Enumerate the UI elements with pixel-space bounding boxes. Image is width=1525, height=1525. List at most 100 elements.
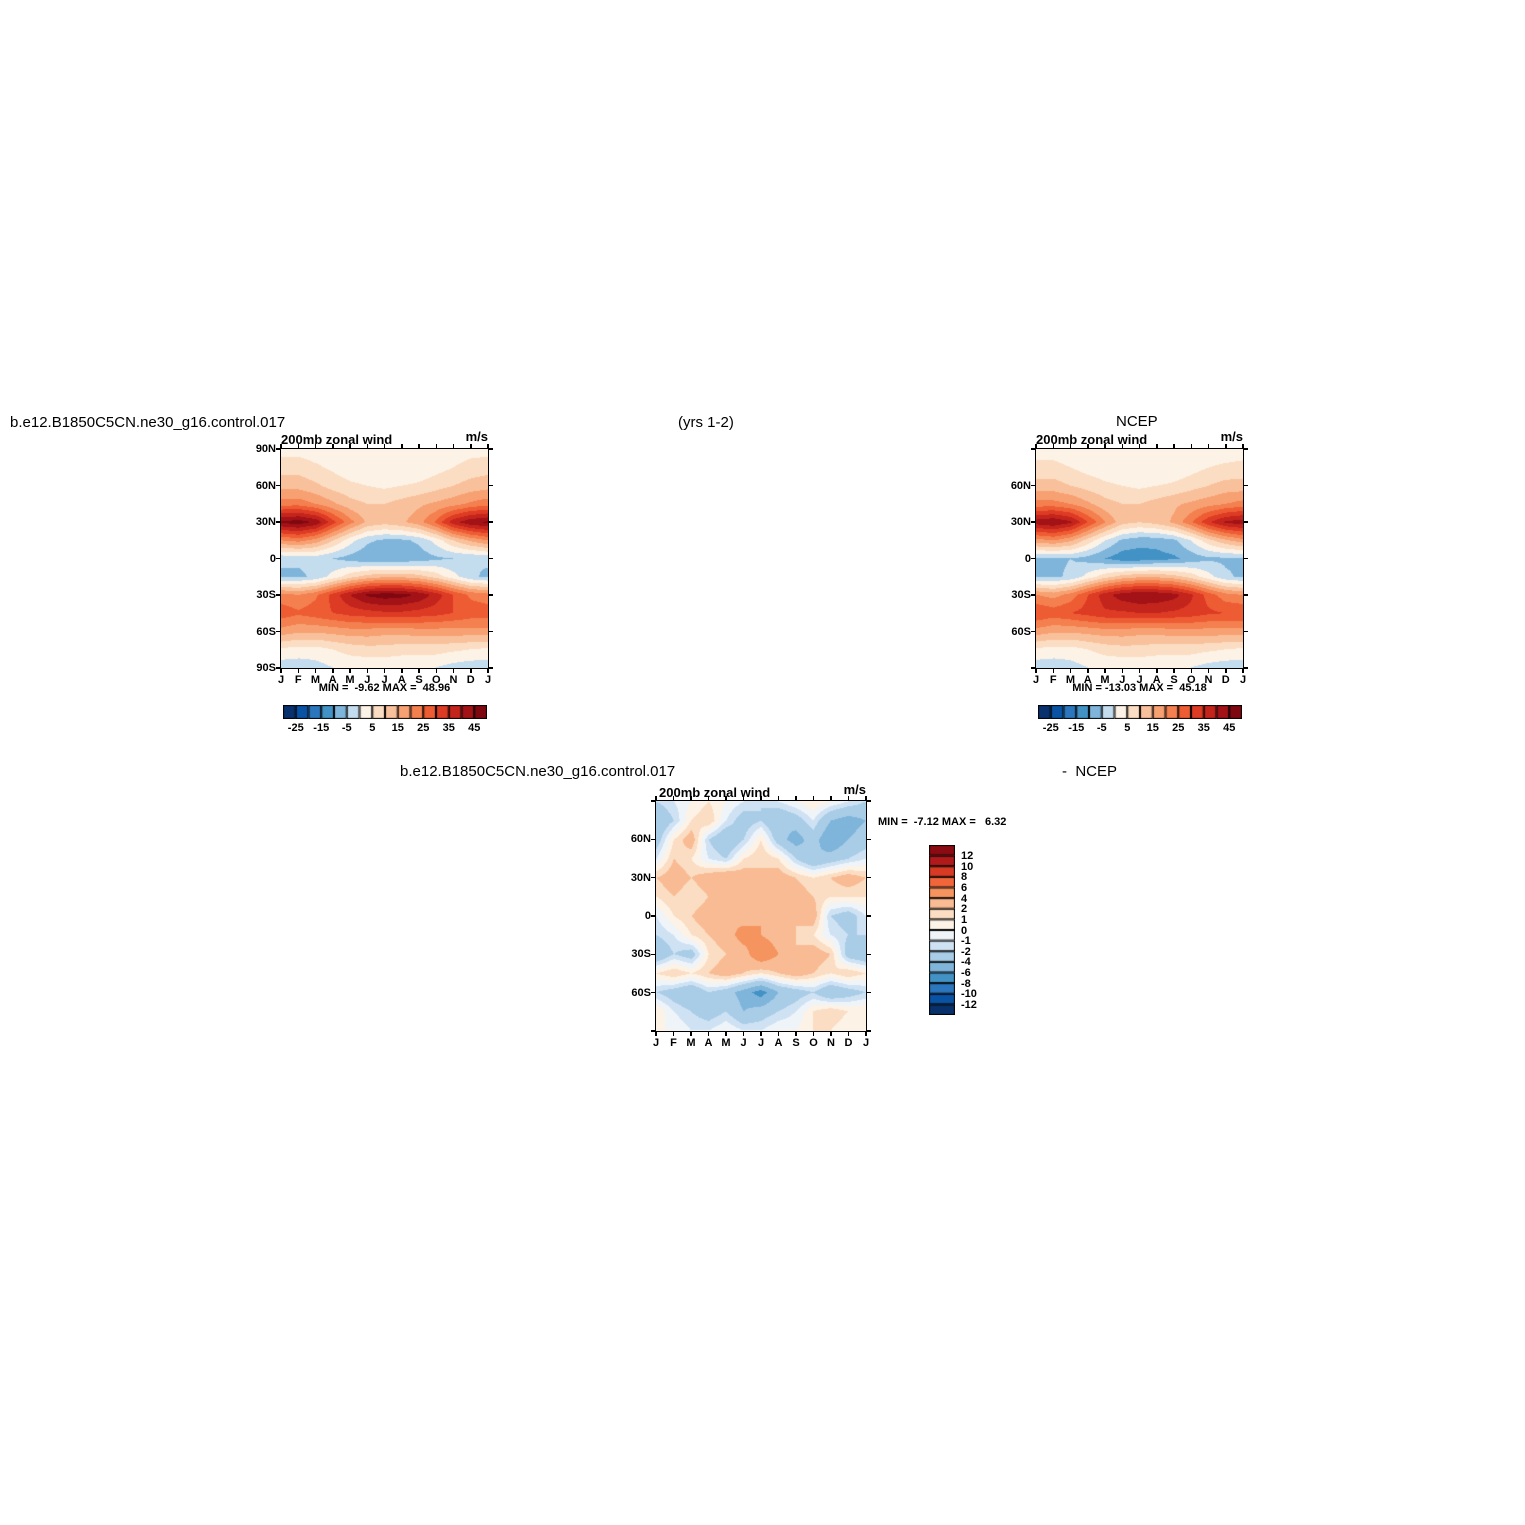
diff-colorbar-tick-label: 6 bbox=[961, 882, 968, 894]
axis-tick bbox=[1031, 557, 1036, 560]
diff-units-label: m/s bbox=[843, 782, 866, 797]
axis-tick bbox=[1031, 484, 1036, 487]
colorbar-tick-label: -25 bbox=[287, 722, 304, 734]
month-label: F bbox=[670, 1037, 677, 1049]
axis-tick bbox=[314, 668, 317, 673]
colorbar-tick-label: 5 bbox=[369, 722, 376, 734]
axis-tick bbox=[470, 668, 472, 673]
axis-tick bbox=[1052, 444, 1054, 449]
diff-colorbar-tick-label: 10 bbox=[961, 860, 974, 873]
axis-tick bbox=[707, 1031, 710, 1036]
axis-tick bbox=[276, 448, 281, 450]
month-label: J bbox=[1136, 674, 1143, 686]
axis-tick bbox=[1243, 521, 1248, 523]
case-units-label: m/s bbox=[465, 429, 488, 444]
axis-tick bbox=[1031, 667, 1036, 669]
axis-tick bbox=[866, 953, 871, 956]
axis-tick bbox=[1173, 668, 1175, 673]
month-label: J bbox=[1032, 674, 1040, 686]
month-label: O bbox=[431, 674, 441, 686]
obs-dataset-title: NCEP bbox=[1116, 413, 1158, 430]
diff-colorbar-tick-label: -4 bbox=[961, 956, 971, 969]
axis-tick bbox=[1121, 444, 1123, 449]
axis-tick bbox=[435, 444, 437, 449]
month-label: A bbox=[774, 1037, 783, 1049]
lat-label: 60N bbox=[1010, 479, 1031, 492]
colorbar-tick-label: 5 bbox=[1124, 722, 1131, 734]
lat-label: 30S bbox=[1011, 589, 1031, 601]
axis-tick bbox=[488, 630, 493, 633]
diff-colorbar-tick-label: -6 bbox=[961, 967, 971, 979]
month-label: D bbox=[466, 674, 475, 686]
month-label: A bbox=[704, 1037, 713, 1049]
axis-tick bbox=[488, 667, 493, 669]
axis-tick bbox=[488, 484, 493, 487]
diff-colorbar-tick-label: 0 bbox=[961, 924, 968, 937]
axis-tick bbox=[866, 876, 871, 879]
colorbar-tick-label: -25 bbox=[1042, 722, 1059, 734]
diff-colorbar-tick-label: -1 bbox=[961, 935, 971, 948]
colorbar-tick-label: -5 bbox=[1096, 722, 1107, 734]
axis-tick bbox=[866, 800, 871, 802]
axis-tick bbox=[1207, 444, 1210, 449]
axis-tick bbox=[651, 800, 656, 802]
years-label: (yrs 1-2) bbox=[678, 414, 734, 431]
axis-tick bbox=[1243, 667, 1248, 669]
axis-tick bbox=[1225, 444, 1227, 449]
axis-tick bbox=[1052, 668, 1054, 673]
axis-tick bbox=[866, 915, 871, 917]
diff-heatmap bbox=[656, 801, 866, 1031]
month-label: J bbox=[1119, 674, 1126, 686]
month-label: M bbox=[1100, 674, 1110, 686]
axis-tick bbox=[297, 444, 299, 449]
diff-colorbar-tick-label: -8 bbox=[961, 977, 971, 990]
axis-tick bbox=[1156, 668, 1158, 673]
axis-tick bbox=[1173, 444, 1175, 449]
axis-tick bbox=[280, 444, 282, 449]
axis-tick bbox=[276, 630, 281, 633]
axis-tick bbox=[866, 838, 871, 841]
axis-tick bbox=[487, 444, 489, 449]
obs-plot-title: 200mb zonal wind bbox=[1036, 432, 1148, 447]
axis-tick bbox=[418, 444, 420, 449]
axis-tick bbox=[487, 668, 489, 673]
axis-tick bbox=[383, 668, 386, 673]
colorbar-tick-label: -5 bbox=[341, 722, 352, 734]
diff-case-title: b.e12.B1850C5CN.ne30_g16.control.017 bbox=[400, 763, 676, 780]
axis-tick bbox=[314, 444, 317, 449]
lat-label: 0 bbox=[269, 552, 276, 565]
lat-label: 0 bbox=[644, 910, 651, 922]
axis-tick bbox=[1243, 557, 1248, 560]
colorbar-tick-label: 15 bbox=[391, 722, 404, 734]
axis-tick bbox=[349, 668, 351, 673]
month-label: J bbox=[381, 674, 388, 686]
lat-label: 30S bbox=[256, 589, 276, 601]
axis-tick bbox=[795, 796, 797, 801]
case-heatmap bbox=[281, 449, 488, 668]
axis-tick bbox=[760, 796, 762, 801]
axis-tick bbox=[1190, 668, 1192, 673]
month-label: J bbox=[652, 1037, 660, 1049]
axis-tick bbox=[690, 1031, 692, 1036]
axis-tick bbox=[1087, 668, 1089, 673]
axis-tick bbox=[760, 1031, 762, 1036]
month-label: O bbox=[1186, 674, 1196, 686]
month-label: O bbox=[809, 1037, 818, 1049]
month-label: M bbox=[1065, 674, 1076, 686]
axis-tick bbox=[488, 521, 493, 523]
axis-tick bbox=[1087, 444, 1089, 449]
axis-tick bbox=[332, 444, 334, 449]
axis-tick bbox=[777, 796, 780, 801]
axis-tick bbox=[435, 668, 437, 673]
lat-label: 30N bbox=[255, 516, 276, 528]
diff-plot-title: 200mb zonal wind bbox=[659, 785, 771, 800]
colorbar-tick-label: 15 bbox=[1146, 722, 1159, 734]
axis-tick bbox=[672, 1031, 675, 1036]
colorbar-tick-label: 45 bbox=[1223, 722, 1236, 734]
axis-tick bbox=[1243, 484, 1248, 487]
axis-tick bbox=[725, 1031, 727, 1036]
axis-tick bbox=[1121, 668, 1123, 673]
axis-tick bbox=[651, 1030, 656, 1032]
axis-tick bbox=[366, 444, 368, 449]
obs-heatmap bbox=[1036, 449, 1243, 668]
